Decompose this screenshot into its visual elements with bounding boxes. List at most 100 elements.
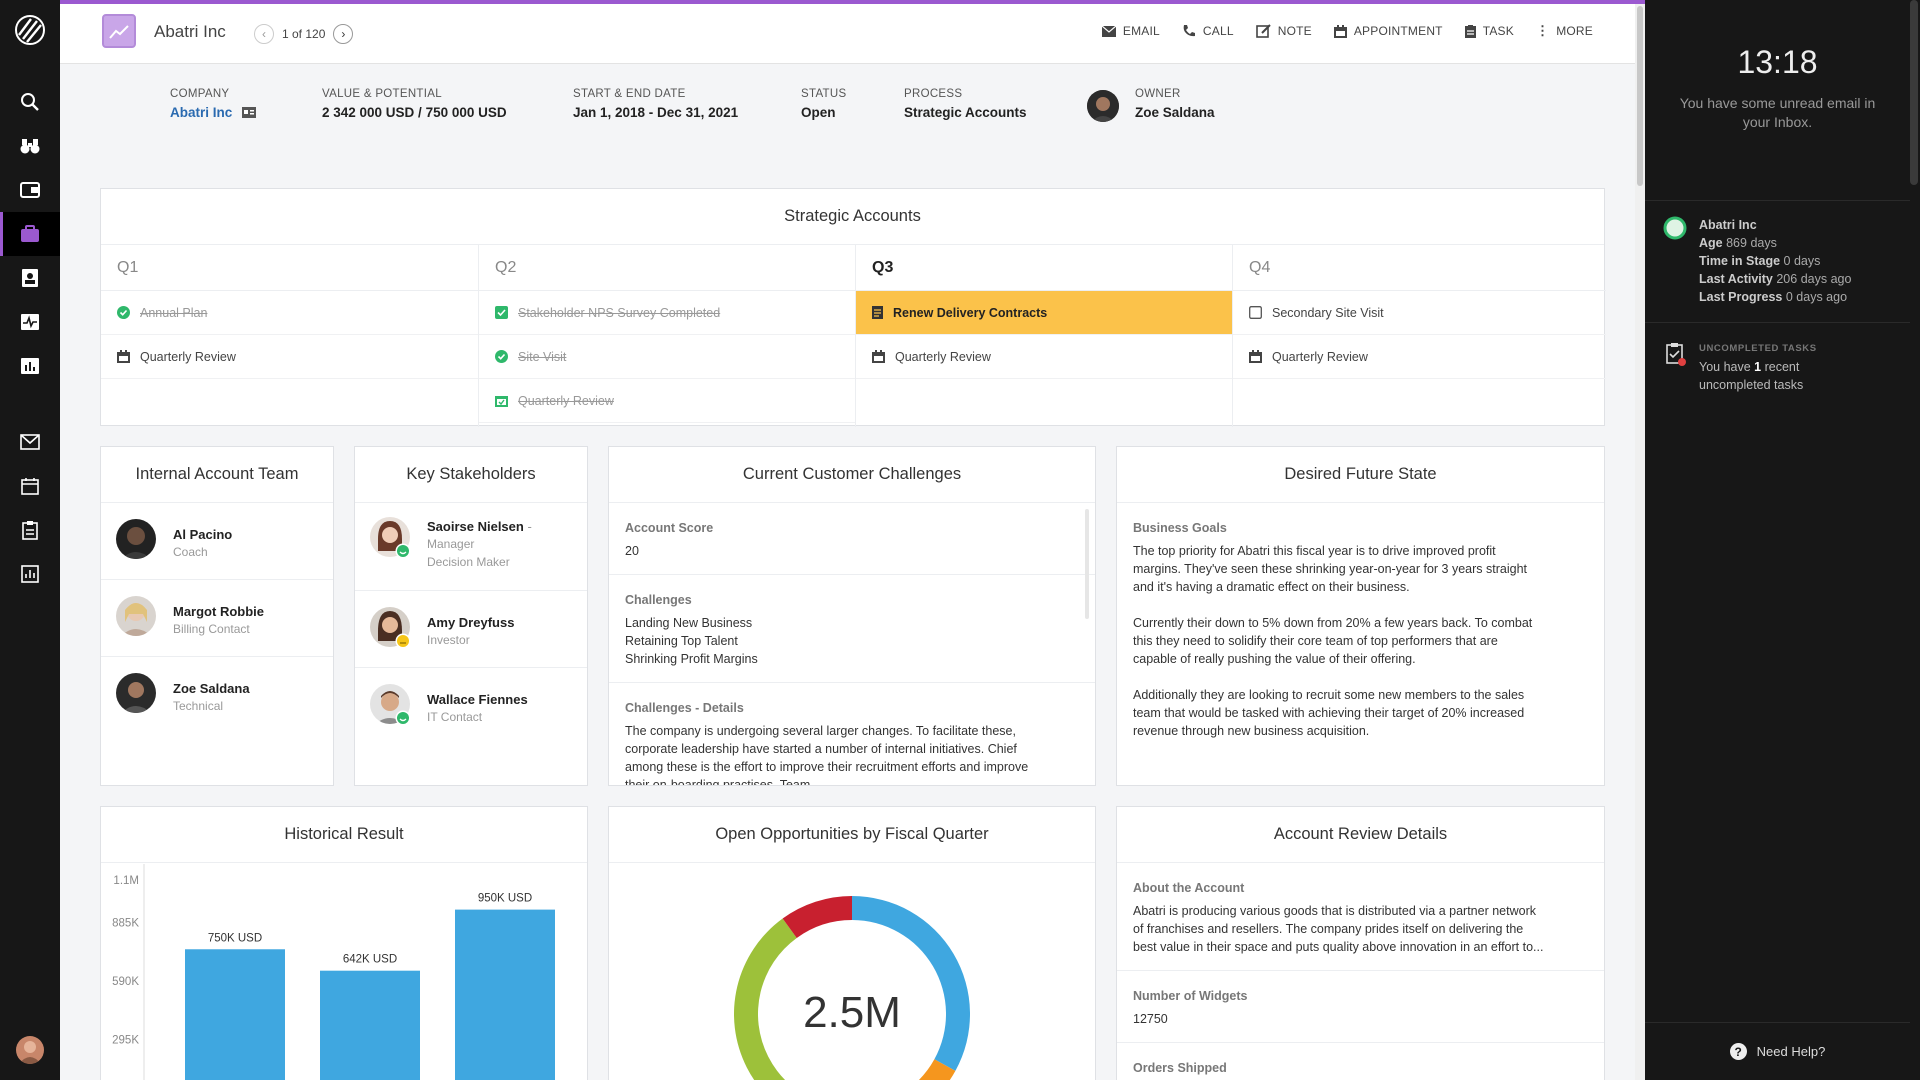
donut-slice[interactable] (852, 896, 970, 1071)
next-record-button[interactable]: › (333, 24, 354, 44)
task-text: Quarterly Review (140, 349, 236, 364)
future-state-card: Desired Future State Business Goals The … (1116, 446, 1605, 786)
company-field: COMPANY Abatri Inc (170, 88, 257, 120)
clipboard-icon (22, 521, 38, 540)
person-role: Manager (427, 537, 475, 551)
user-avatar[interactable] (16, 1036, 44, 1064)
team-member[interactable]: Zoe Saldana Technical (101, 657, 333, 734)
avatar-icon (116, 596, 156, 636)
nav-reports[interactable] (0, 344, 60, 388)
y-tick-label: 590K (112, 976, 139, 988)
q3-item-quarterly-review[interactable]: Quarterly Review (856, 335, 1232, 379)
bar-data-label: 642K USD (343, 954, 397, 966)
key-stakeholders-card: Key Stakeholders Saoirse Nielsen - Manag… (354, 446, 588, 786)
help-label: Need Help? (1756, 1044, 1826, 1059)
dates-value: Jan 1, 2018 - Dec 31, 2021 (573, 105, 739, 120)
task-icon (1464, 24, 1476, 38)
avatar (116, 519, 156, 559)
check-circle-icon (117, 306, 130, 319)
bar (455, 909, 555, 1080)
briefcase-icon (21, 225, 39, 242)
account-title: Abatri Inc (154, 22, 226, 41)
nav-contacts[interactable] (0, 256, 60, 300)
uncompleted-tasks[interactable]: UNCOMPLETED TASKS You have 1 recent unco… (1699, 340, 1817, 394)
dates-field: START & END DATE Jan 1, 2018 - Dec 31, 2… (573, 88, 738, 120)
company-link[interactable]: Abatri Inc (170, 105, 257, 120)
appointment-label: APPOINTMENT (1353, 24, 1443, 38)
avatar-icon (1087, 90, 1119, 122)
q4-item-secondary-site-visit[interactable]: Secondary Site Visit (1233, 291, 1606, 335)
checkbox-empty-icon (1249, 306, 1262, 319)
avatar-icon (116, 519, 156, 559)
nav-notes[interactable] (0, 552, 60, 596)
owner-label: OWNER (1135, 88, 1181, 100)
field-label: Challenges - Details (625, 701, 744, 715)
quarter-q2-header: Q2 (479, 245, 855, 291)
nav-activity[interactable] (0, 300, 60, 344)
happy-mood-icon (395, 543, 411, 559)
inbox-message[interactable]: You have some unread email in your Inbox… (1679, 95, 1876, 130)
details-line: The company is undergoing several larger… (625, 724, 1016, 738)
nav-search[interactable] (0, 80, 60, 124)
nav-binoculars[interactable] (0, 124, 60, 168)
donut-slice[interactable] (881, 1059, 956, 1080)
owner-field: OWNER Zoe Saldana (1135, 88, 1215, 120)
q2-item-site-visit[interactable]: Site Visit (479, 335, 855, 379)
stakeholder[interactable]: Saoirse Nielsen - Manager Decision Maker (355, 503, 587, 591)
q2-item-quarterly-review[interactable]: Quarterly Review (479, 379, 855, 423)
q4-item-quarterly-review[interactable]: Quarterly Review (1233, 335, 1606, 379)
historical-result-title: Historical Result (101, 807, 587, 863)
mail-icon (20, 434, 40, 450)
q1-item-annual-plan[interactable]: Annual Plan (101, 291, 478, 335)
email-label: EMAIL (1122, 24, 1160, 38)
nav-calendar[interactable] (0, 464, 60, 508)
task-button[interactable]: TASK (1464, 24, 1514, 38)
field-value: 20 (625, 544, 639, 558)
more-button[interactable]: ⋮ MORE (1536, 24, 1593, 38)
scrollbar-thumb[interactable] (1637, 6, 1643, 186)
q2-item-nps-survey[interactable]: Stakeholder NPS Survey Completed (479, 291, 855, 335)
calendar-check-icon (495, 396, 508, 407)
prev-record-button[interactable]: ‹ (254, 24, 274, 44)
action-toolbar: EMAIL CALL NOTE APPOINTMENT TASK (1101, 24, 1593, 38)
call-button[interactable]: CALL (1182, 24, 1234, 38)
field-label: Number of Widgets (1133, 989, 1248, 1003)
team-member[interactable]: Margot Robbie Billing Contact (101, 580, 333, 657)
status-label: STATUS (801, 88, 847, 100)
note-button[interactable]: NOTE (1255, 24, 1312, 38)
help-icon: ? (1729, 1043, 1747, 1060)
q1-item-quarterly-review[interactable]: Quarterly Review (101, 335, 478, 379)
panel-scrollbar[interactable] (1910, 0, 1918, 185)
quarter-q3: Q3 Renew Delivery Contracts Quarterly Re… (856, 245, 1233, 427)
key-stakeholders-title: Key Stakeholders (355, 447, 587, 503)
nav-mail[interactable] (0, 420, 60, 464)
donut-slice[interactable] (782, 896, 852, 938)
owner-value[interactable]: Zoe Saldana (1135, 105, 1215, 120)
about-line: of franchises and resellers. The company… (1133, 922, 1524, 936)
team-member[interactable]: Al Pacino Coach (101, 503, 333, 580)
person-role: IT Contact (427, 710, 483, 724)
strategic-accounts-title: Strategic Accounts (101, 189, 1604, 245)
nav-accounts[interactable] (0, 212, 60, 256)
app-logo[interactable] (0, 0, 60, 60)
appointment-button[interactable]: APPOINTMENT (1333, 24, 1443, 38)
person-name: Wallace Fiennes (427, 692, 528, 707)
q3-item-renew-contracts[interactable]: Renew Delivery Contracts (856, 291, 1232, 335)
contact-card-icon (242, 107, 257, 118)
account-name: Abatri Inc (1699, 218, 1757, 232)
calendar-icon (872, 350, 885, 363)
happy-mood-icon (395, 710, 411, 726)
challenges-scrollbar[interactable] (1085, 509, 1089, 619)
stakeholder[interactable]: Amy Dreyfuss Investor (355, 591, 587, 668)
nav-tasks[interactable] (0, 508, 60, 552)
email-icon (1101, 25, 1116, 37)
task-alert-icon (1666, 343, 1686, 366)
page-scrollbar[interactable] (1635, 4, 1645, 1080)
email-button[interactable]: EMAIL (1101, 24, 1160, 38)
need-help-button[interactable]: ? Need Help? (1645, 1022, 1910, 1080)
stakeholder[interactable]: Wallace Fiennes IT Contact (355, 668, 587, 745)
account-stats[interactable]: Abatri Inc Age 869 days Time in Stage 0 … (1699, 218, 1852, 304)
nav-wallet[interactable] (0, 168, 60, 212)
status-value: Open (801, 105, 836, 120)
donut-slice[interactable] (734, 918, 888, 1080)
